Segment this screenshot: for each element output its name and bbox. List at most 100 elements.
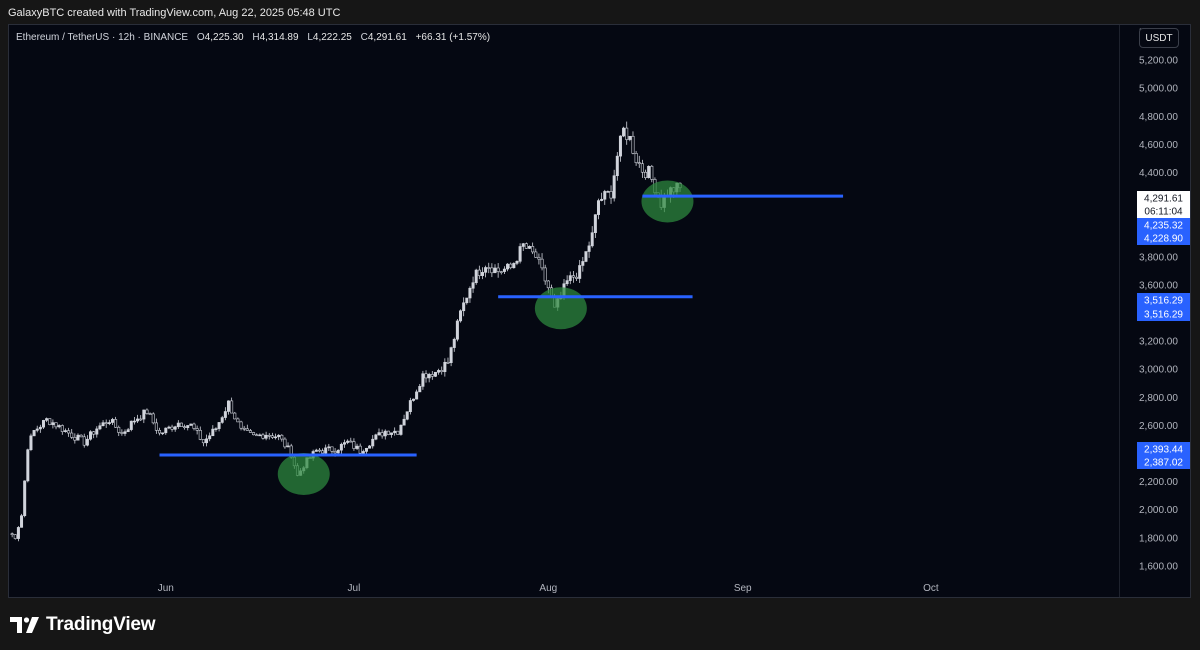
y-tick-label: 4,400.00 <box>1139 168 1178 179</box>
candle-body <box>634 153 638 163</box>
candle-body <box>596 200 600 215</box>
candle-body <box>418 386 422 393</box>
candle-body <box>258 434 262 437</box>
candle-body <box>471 282 475 289</box>
candle-body <box>20 515 24 528</box>
candle-body <box>647 165 651 178</box>
candle-body <box>324 447 328 454</box>
candle-body <box>521 243 525 247</box>
candle-body <box>148 413 152 415</box>
candle-body <box>267 434 271 437</box>
open-value: 4,225.30 <box>204 32 244 43</box>
candle-body <box>211 428 215 437</box>
candle-body <box>317 449 321 452</box>
candle-body <box>164 427 168 434</box>
candle-body <box>104 422 108 425</box>
price-badge-bg <box>1137 293 1190 307</box>
price-badge-label: 4,228.90 <box>1144 234 1183 245</box>
candle-body <box>496 267 500 272</box>
currency-button[interactable]: USDT <box>1139 28 1179 48</box>
candles <box>10 121 682 542</box>
close-value: 4,291.61 <box>367 32 407 43</box>
high-value: 4,314.89 <box>259 32 299 43</box>
candle-body <box>358 445 362 454</box>
candle-body <box>512 263 516 269</box>
price-badge: 3,516.29 <box>1137 293 1190 307</box>
candle-body <box>468 287 472 299</box>
price-badge: 3,516.29 <box>1137 307 1190 321</box>
candle-body <box>405 411 409 420</box>
candle-body <box>277 434 281 438</box>
price-badge-bg <box>1137 191 1190 205</box>
tradingview-logo-icon <box>10 617 39 633</box>
candle-body <box>631 135 635 154</box>
candle-body <box>230 400 234 414</box>
candle-body <box>540 258 544 269</box>
candle-body <box>393 430 397 434</box>
candle-body <box>565 280 569 285</box>
candle-body <box>352 441 356 449</box>
candle-body <box>205 438 209 444</box>
candle-body <box>114 419 118 428</box>
candle-body <box>327 446 331 449</box>
candle-body <box>95 428 99 435</box>
candle-body <box>208 435 212 440</box>
candle-body <box>167 426 171 429</box>
low-label: L <box>307 32 313 43</box>
x-tick-label: Oct <box>923 583 939 594</box>
price-badge-label: 2,387.02 <box>1144 458 1183 469</box>
candle-body <box>236 418 240 423</box>
price-badge: 4,235.32 <box>1137 218 1190 232</box>
y-tick-label: 2,600.00 <box>1139 421 1178 432</box>
candle-body <box>650 165 654 180</box>
tradingview-logo[interactable]: TradingView <box>10 612 156 638</box>
price-badge-bg <box>1137 307 1190 321</box>
candle-body <box>440 370 444 373</box>
candle-body <box>220 417 224 423</box>
chart-panel[interactable]: 1,600.001,800.002,000.002,200.002,400.00… <box>8 24 1191 598</box>
candle-body <box>10 533 14 535</box>
candle-body <box>245 428 249 431</box>
candle-body <box>41 420 45 428</box>
price-badge-bg <box>1137 231 1190 245</box>
candle-body <box>506 263 510 270</box>
candle-body <box>63 430 67 432</box>
candle-body <box>92 431 96 435</box>
price-chart[interactable]: 1,600.001,800.002,000.002,200.002,400.00… <box>9 25 1190 597</box>
candle-body <box>606 191 610 193</box>
candle-body <box>79 434 83 438</box>
candle-body <box>637 162 641 165</box>
candle-body <box>518 246 522 262</box>
candle-body <box>437 370 441 373</box>
candle-body <box>584 251 588 262</box>
candle-body <box>433 371 437 377</box>
x-tick-label: Aug <box>539 583 557 594</box>
candle-body <box>73 437 77 441</box>
candle-body <box>101 422 105 427</box>
y-tick-label: 1,600.00 <box>1139 561 1178 572</box>
symbol-name[interactable]: Ethereum / TetherUS · 12h · BINANCE <box>16 32 189 43</box>
price-badge-bg <box>1137 455 1190 469</box>
candle-body <box>493 267 497 274</box>
candle-body <box>82 436 86 446</box>
candle-body <box>145 409 149 414</box>
candle-body <box>16 527 20 539</box>
change-value: +66.31 (+1.57%) <box>415 32 491 43</box>
candle-body <box>154 422 158 431</box>
candle-body <box>446 361 450 364</box>
candle-body <box>195 428 199 431</box>
candle-body <box>449 347 453 363</box>
y-tick-label: 2,000.00 <box>1139 505 1178 516</box>
candle-body <box>217 422 221 429</box>
candle-body <box>459 310 463 322</box>
candle-body <box>110 419 114 423</box>
candle-body <box>443 361 447 373</box>
candle-body <box>85 438 89 446</box>
price-badge: 4,228.90 <box>1137 231 1190 245</box>
candle-body <box>452 338 456 348</box>
x-tick-label: Sep <box>734 583 752 594</box>
y-tick-label: 1,800.00 <box>1139 533 1178 544</box>
candle-body <box>402 418 406 426</box>
candle-body <box>593 214 597 233</box>
candle-body <box>399 424 403 435</box>
